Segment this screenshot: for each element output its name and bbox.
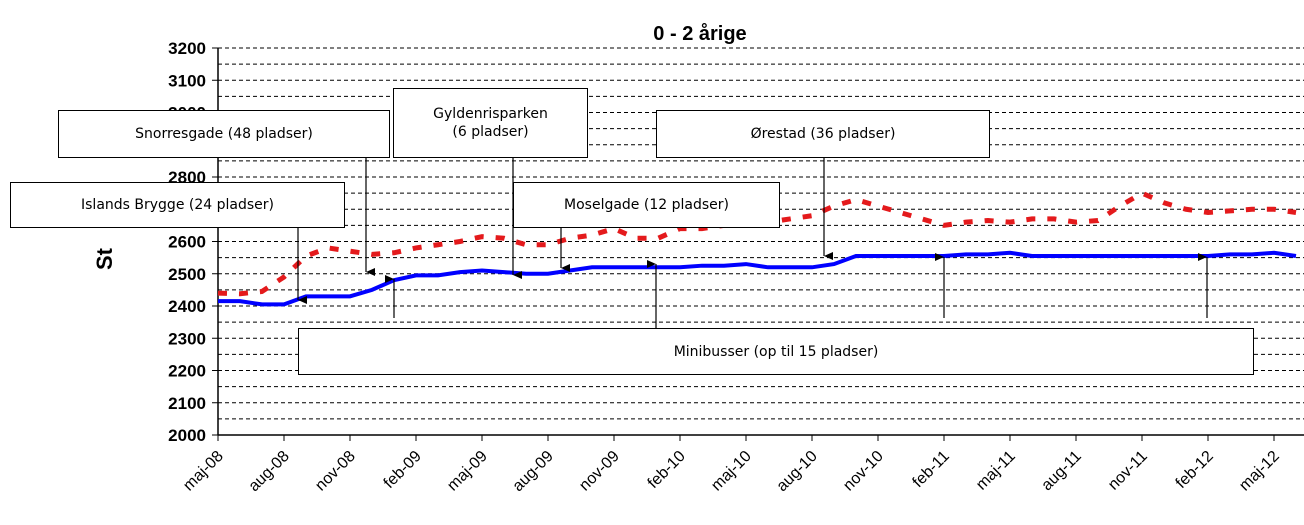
x-tick-label: maj-12 bbox=[1236, 448, 1283, 495]
x-tick-label: maj-10 bbox=[708, 448, 755, 495]
y-tick-label: 2600 bbox=[168, 233, 206, 252]
y-tick-label: 3100 bbox=[168, 71, 206, 90]
x-tick-label: maj-11 bbox=[973, 448, 1019, 494]
x-tick-label: aug-08 bbox=[246, 448, 293, 495]
y-tick-label: 2100 bbox=[168, 394, 206, 413]
x-tick-label: nov-10 bbox=[840, 448, 887, 495]
annotation: Islands Brygge (24 pladser) bbox=[10, 182, 345, 228]
x-tick-label: maj-08 bbox=[180, 448, 227, 495]
data-line bbox=[217, 190, 1297, 297]
x-tick-label: nov-09 bbox=[576, 448, 623, 495]
x-tick-label: feb-11 bbox=[910, 448, 953, 491]
x-tick-label: nov-08 bbox=[312, 448, 359, 495]
x-tick-label: feb-12 bbox=[1173, 448, 1217, 492]
x-tick-label: nov-11 bbox=[1105, 448, 1151, 494]
x-tick-label: feb-10 bbox=[645, 448, 689, 492]
y-tick-label: 2200 bbox=[168, 362, 206, 381]
y-axis-label: St bbox=[92, 247, 117, 270]
annotation: Gyldenrisparken (6 pladser) bbox=[393, 88, 588, 158]
y-tick-label: 2300 bbox=[168, 329, 206, 348]
x-tick-label: aug-09 bbox=[510, 448, 557, 495]
x-tick-label: aug-10 bbox=[774, 448, 821, 495]
annotation: Ørestad (36 pladser) bbox=[656, 110, 990, 158]
x-tick-label: feb-09 bbox=[381, 448, 425, 492]
y-tick-label: 2500 bbox=[168, 265, 206, 284]
annotation: Moselgade (12 pladser) bbox=[513, 182, 780, 228]
data-line bbox=[218, 250, 1297, 307]
chart-title: 0 - 2 årige bbox=[653, 22, 746, 45]
annotation: Snorresgade (48 pladser) bbox=[58, 110, 390, 158]
annotation: Minibusser (op til 15 pladser) bbox=[298, 328, 1254, 375]
y-tick-label: 3200 bbox=[168, 39, 206, 58]
y-tick-label: 2400 bbox=[168, 297, 206, 316]
x-tick-label: maj-09 bbox=[444, 448, 491, 495]
x-tick-label: aug-11 bbox=[1038, 448, 1084, 494]
y-tick-label: 2000 bbox=[168, 426, 206, 445]
